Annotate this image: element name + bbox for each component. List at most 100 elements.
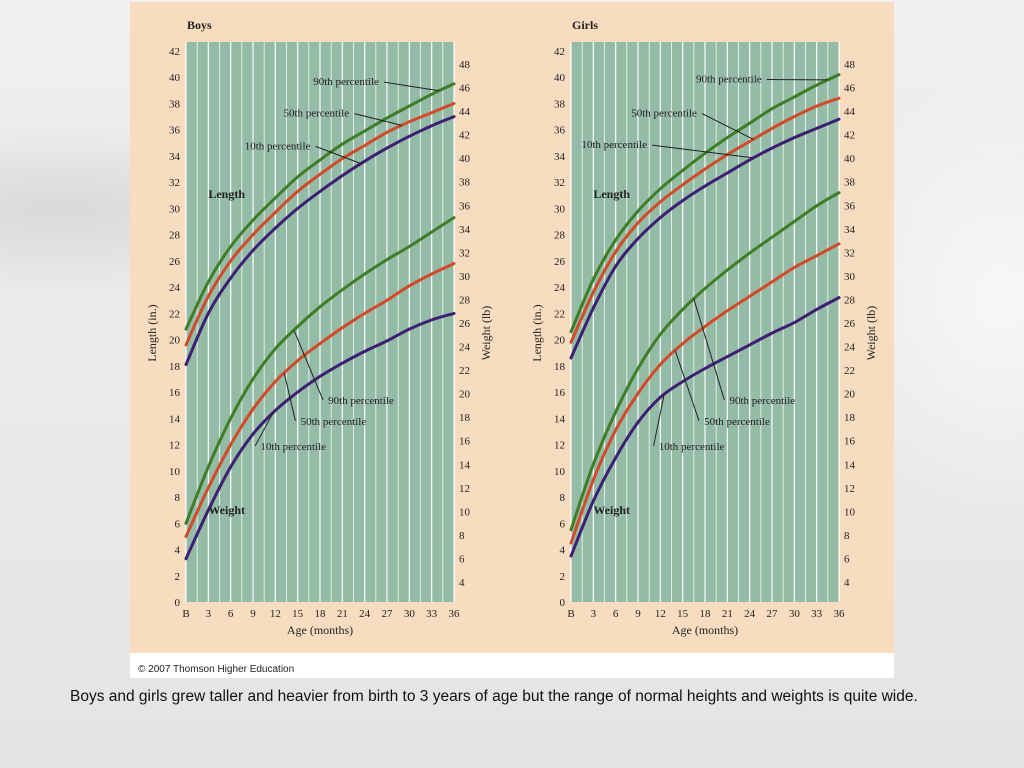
y-right-tick-label: 18 — [844, 412, 856, 424]
y-left-tick-label: 36 — [169, 125, 181, 137]
series-weight-p10 — [569, 296, 841, 558]
y-left-tick-label: 14 — [554, 413, 566, 425]
y-right-tick-label: 32 — [459, 247, 470, 259]
annotation-weight-p90: 90th percentile — [729, 395, 795, 407]
y-right-tick-label: 24 — [459, 342, 471, 354]
x-tick-label: 18 — [315, 608, 327, 620]
y-left-tick-label: 22 — [554, 308, 565, 320]
y-right-tick-label: 22 — [459, 365, 470, 377]
y-right-tick-label: 22 — [844, 365, 855, 377]
x-tick-label: 3 — [591, 608, 597, 620]
y-left-axis-title: Length (in.) — [530, 304, 544, 361]
series-weight-p10 — [184, 311, 456, 561]
y-right-tick-label: 44 — [844, 106, 856, 118]
y-right-tick-label: 42 — [459, 130, 470, 142]
series-weight-p90 — [569, 191, 841, 532]
y-right-tick-label: 34 — [459, 224, 471, 236]
x-tick-label: 15 — [292, 608, 304, 620]
chart-title: Boys — [187, 18, 212, 32]
series-weight-p50 — [569, 242, 841, 545]
series-length-p50 — [569, 96, 841, 344]
y-right-tick-label: 32 — [844, 247, 855, 259]
x-tick-label: 6 — [613, 608, 619, 620]
annotation-leader — [354, 113, 403, 126]
annotation-leader — [701, 113, 754, 140]
annotation-length-p50: 50th percentile — [283, 108, 349, 120]
y-left-tick-label: 38 — [169, 98, 181, 110]
annotation-leader — [383, 81, 440, 92]
y-right-tick-label: 4 — [459, 577, 465, 589]
y-right-tick-label: 48 — [844, 59, 856, 71]
y-right-tick-label: 4 — [844, 577, 850, 589]
annotation-length-p10: 10th percentile — [245, 140, 311, 152]
y-left-axis-title: Length (in.) — [145, 304, 159, 361]
y-right-tick-label: 14 — [844, 459, 856, 471]
y-right-tick-label: 30 — [844, 271, 856, 283]
figure-footer-band — [130, 653, 894, 678]
y-left-tick-label: 0 — [560, 597, 566, 609]
x-tick-label: 33 — [426, 608, 438, 620]
x-tick-label: 12 — [655, 608, 666, 620]
y-left-tick-label: 34 — [169, 151, 181, 163]
y-left-tick-label: 18 — [554, 361, 566, 373]
y-right-axis-title: Weight (lb) — [864, 306, 878, 361]
y-left-tick-label: 30 — [554, 203, 566, 215]
x-tick-label: 21 — [722, 608, 733, 620]
y-left-tick-label: 4 — [560, 545, 566, 557]
y-left-tick-label: 24 — [169, 282, 181, 294]
group-label-weight: Weight — [593, 503, 630, 517]
y-right-tick-label: 30 — [459, 271, 471, 283]
y-right-tick-label: 40 — [459, 153, 471, 165]
annotation-leader — [653, 394, 665, 446]
x-tick-label: 33 — [811, 608, 823, 620]
y-left-tick-label: 38 — [554, 98, 566, 110]
annotation-leader — [254, 412, 274, 447]
y-right-tick-label: 46 — [844, 83, 856, 95]
group-label-weight: Weight — [208, 503, 245, 517]
y-right-tick-label: 12 — [844, 483, 855, 495]
x-tick-label: 3 — [206, 608, 212, 620]
y-left-tick-label: 14 — [169, 413, 181, 425]
y-left-tick-label: 32 — [554, 177, 565, 189]
y-left-tick-label: 8 — [175, 492, 181, 504]
y-right-tick-label: 20 — [459, 389, 471, 401]
y-right-tick-label: 36 — [459, 200, 471, 212]
y-left-tick-label: 12 — [169, 440, 180, 452]
y-right-tick-label: 28 — [844, 294, 856, 306]
x-tick-label: 24 — [359, 608, 371, 620]
slide-caption: Boys and girls grew taller and heavier f… — [70, 688, 918, 705]
y-left-tick-label: 34 — [554, 151, 566, 163]
x-tick-label: B — [182, 608, 189, 620]
chart-title: Girls — [572, 18, 598, 32]
annotation-leader — [693, 298, 725, 401]
series-length-p90 — [569, 73, 841, 334]
y-right-tick-label: 20 — [844, 389, 856, 401]
y-right-tick-label: 38 — [844, 177, 856, 189]
y-right-tick-label: 16 — [459, 436, 471, 448]
annotation-weight-p10: 10th percentile — [659, 441, 725, 453]
y-right-tick-label: 26 — [844, 318, 856, 330]
annotation-length-p50: 50th percentile — [631, 108, 697, 120]
y-left-tick-label: 10 — [554, 466, 566, 478]
x-tick-label: B — [567, 608, 574, 620]
y-right-tick-label: 26 — [459, 318, 471, 330]
x-tick-label: 24 — [744, 608, 756, 620]
annotation-leader — [315, 145, 362, 165]
y-left-tick-label: 18 — [169, 361, 181, 373]
x-tick-label: 12 — [270, 608, 281, 620]
y-right-tick-label: 8 — [844, 530, 850, 542]
y-right-tick-label: 42 — [844, 130, 855, 142]
x-tick-label: 36 — [834, 608, 846, 620]
y-left-tick-label: 28 — [169, 230, 181, 242]
y-left-tick-label: 2 — [560, 571, 566, 583]
y-left-tick-label: 12 — [554, 440, 565, 452]
y-right-tick-label: 6 — [459, 553, 465, 565]
y-right-axis-title: Weight (lb) — [479, 306, 493, 361]
annotation-weight-p10: 10th percentile — [260, 441, 326, 453]
y-right-tick-label: 28 — [459, 294, 471, 306]
y-right-tick-label: 16 — [844, 436, 856, 448]
annotation-weight-p50: 50th percentile — [704, 416, 770, 428]
x-tick-label: 36 — [449, 608, 461, 620]
